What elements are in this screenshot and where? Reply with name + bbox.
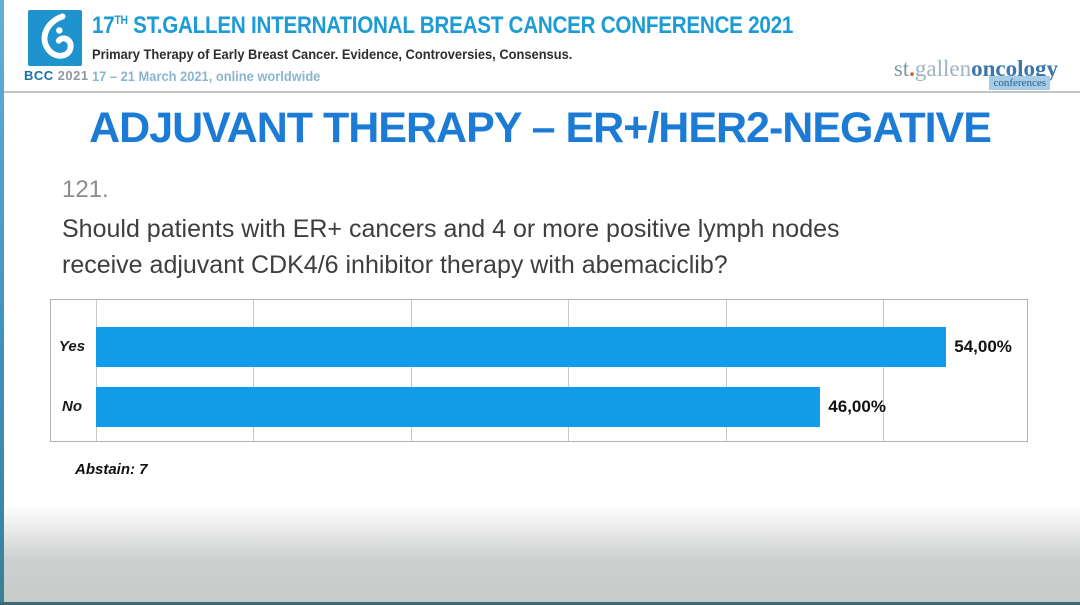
bar-row-no: 46,00%	[96, 387, 1025, 427]
category-label-no: No	[62, 398, 82, 415]
abstain-note: Abstain: 7	[75, 461, 148, 478]
bcc-logo-caption: BCC 2021	[24, 68, 102, 83]
category-label-yes: Yes	[58, 338, 86, 355]
swan-drop-icon	[41, 13, 74, 59]
question-text-line1: Should patients with ER+ cancers and 4 o…	[62, 215, 840, 243]
bar-yes	[96, 327, 947, 367]
conference-title-text: ST.GALLEN INTERNATIONAL BREAST CANCER CO…	[127, 12, 794, 39]
question-text-line2: receive adjuvant CDK4/6 inhibitor therap…	[62, 251, 728, 279]
conference-dates: 17 – 21 March 2021, online worldwide	[92, 68, 321, 84]
footer-gradient	[4, 505, 1080, 605]
chart-plot-area: 54,00% 46,00%	[96, 300, 1025, 441]
bcc-year: 2021	[57, 68, 89, 83]
bar-no	[96, 387, 821, 427]
question-number: 121.	[62, 176, 109, 203]
bottom-edge-bar	[0, 602, 1080, 605]
conference-title-number: 17	[92, 12, 115, 39]
conference-title: 17TH ST.GALLEN INTERNATIONAL BREAST CANC…	[92, 12, 793, 40]
brand-orange-dot: .	[909, 56, 915, 81]
conference-title-ordinal: TH	[114, 13, 128, 27]
bar-row-yes: 54,00%	[96, 327, 1025, 367]
header-divider	[4, 91, 1080, 93]
bcc-label: BCC	[24, 68, 54, 83]
brand-conferences-badge: conferences	[989, 76, 1050, 90]
slide-title: ADJUVANT THERAPY – ER+/HER2-NEGATIVE	[89, 104, 992, 152]
poll-results-chart: Yes No 54,00% 46,00%	[50, 299, 1028, 442]
value-label-yes: 54,00%	[954, 337, 1012, 356]
stgallen-oncology-logo: st.gallenoncology	[894, 56, 1058, 82]
brand-st: st	[893, 56, 910, 81]
brand-gallen: gallen	[914, 56, 972, 81]
conference-subtitle: Primary Therapy of Early Breast Cancer. …	[92, 46, 573, 62]
bcc-logo	[28, 10, 82, 66]
value-label-no: 46,00%	[828, 397, 886, 416]
left-edge-accent	[0, 0, 4, 605]
